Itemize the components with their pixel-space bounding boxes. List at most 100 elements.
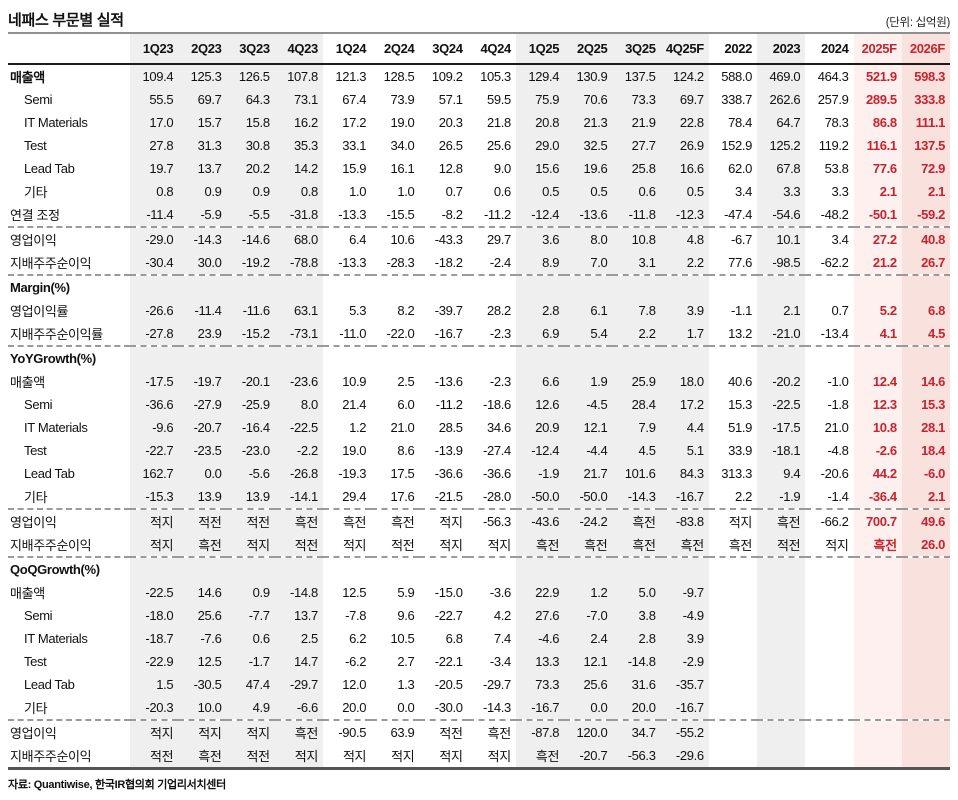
table-cell: 적지 [130, 508, 179, 533]
table-cell: -2.9 [660, 650, 709, 673]
table-cell [709, 581, 757, 604]
table-cell [901, 744, 950, 769]
table-cell: 흑전 [612, 508, 661, 533]
table-cell: -54.6 [757, 203, 806, 227]
table-cell: 17.2 [342, 115, 367, 130]
column-header: 3Q24 [419, 33, 468, 65]
table-cell: 15.3 [901, 393, 950, 416]
table-cell: 26.7 [901, 251, 950, 275]
table-row: 영업이익 적지 적전 적전 흑전 흑전 흑전 적지 -56.3 -43.6 -24.2 흑전 -83.8… [8, 508, 950, 533]
table-cell: 137.5 [901, 134, 950, 157]
table-cell [419, 345, 468, 370]
table-cell: 64.7 [757, 111, 806, 134]
table-cell: -12.3 [660, 203, 709, 227]
table-cell [853, 345, 902, 370]
table-cell: 128.5 [383, 69, 415, 84]
table-cell [515, 345, 565, 370]
title-bar: 네패스 부문별 실적 (단위: 십억원) [8, 6, 950, 30]
table-cell: 0.0 [178, 462, 227, 485]
table-cell: 적지 [130, 533, 179, 557]
row-label: 영업이익 [8, 508, 130, 533]
table-cell: 적지 [226, 719, 275, 744]
table-cell: -7.7 [226, 604, 275, 627]
table-cell: -9.6 [130, 416, 179, 439]
table-cell: 6.6 [515, 370, 565, 393]
table-cell: 25.6 [486, 138, 511, 153]
table-cell: 1.2 [349, 420, 367, 435]
table-cell: -6.7 [708, 226, 758, 251]
table-cell: 40.8 [901, 226, 950, 251]
table-cell: 73.3 [612, 88, 661, 111]
section-header-row: YoYGrowth(%) [8, 345, 950, 370]
table-cell: 130.9 [564, 64, 613, 88]
table-cell: 124.2 [660, 64, 709, 88]
table-cell: 162.7 [130, 462, 179, 485]
table-cell [757, 627, 806, 650]
table-cell: 10.9 [342, 374, 367, 389]
table-cell: 30.0 [178, 251, 227, 275]
table-cell: 21.0 [390, 420, 415, 435]
table-cell: 흑전 [274, 508, 323, 533]
table-row: IT Materials -9.6 -20.7 -16.4 -22.5 1.2 21.0 28… [8, 416, 950, 439]
table-cell [757, 744, 806, 769]
table-cell: -22.5 [757, 393, 806, 416]
table-cell: 적지 [439, 749, 463, 764]
table-cell: -18.1 [757, 439, 806, 462]
table-cell: -24.2 [564, 508, 613, 533]
table-cell: -8.2 [441, 207, 463, 222]
table-cell: 15.6 [515, 157, 565, 180]
table-cell: 53.8 [824, 161, 849, 176]
table-cell: -19.2 [226, 251, 275, 275]
table-cell: 63.9 [371, 719, 420, 744]
table-cell: -22.0 [386, 326, 415, 341]
table-row: Lead Tab 19.7 13.7 20.2 14.2 15.9 16.1 12.8 9.0 1… [8, 157, 950, 180]
table-cell: -17.5 [130, 370, 179, 393]
table-cell [467, 274, 516, 299]
column-header: 1Q23 [130, 33, 179, 65]
table-cell: -16.7 [660, 696, 709, 720]
column-header: 2026F [901, 33, 950, 65]
table-cell [709, 744, 757, 769]
section-header-row: QoQGrowth(%) [8, 556, 950, 581]
table-cell: 13.7 [274, 604, 323, 627]
table-cell [130, 274, 179, 299]
row-label: YoYGrowth(%) [8, 345, 130, 370]
table-cell: -22.1 [434, 654, 463, 669]
table-cell [612, 556, 661, 581]
table-cell: -15.3 [130, 485, 179, 509]
table-row: Lead Tab 162.7 0.0 -5.6 -26.8 -19.3 17.5 -36.6-… [8, 462, 950, 485]
table-cell: 2.1 [901, 485, 950, 509]
table-cell: -26.8 [274, 462, 323, 485]
table-cell: -19.7 [178, 370, 227, 393]
table-cell: 20.0 [612, 696, 661, 720]
table-cell: 16.2 [274, 111, 323, 134]
table-cell: 257.9 [817, 92, 849, 107]
table-cell: -28.3 [386, 255, 415, 270]
table-cell: 12.4 [853, 370, 902, 393]
table-cell: -15.2 [226, 322, 275, 346]
table-cell [757, 650, 806, 673]
table-cell: 64.3 [226, 88, 275, 111]
table-cell [612, 274, 661, 299]
table-cell: 3.3 [831, 184, 849, 199]
table-cell: -50.0 [564, 485, 613, 509]
table-cell: 152.9 [721, 138, 753, 153]
table-cell [805, 696, 853, 720]
row-label: IT Materials [24, 631, 88, 646]
table-cell: 34.0 [390, 138, 415, 153]
table-cell: 2.2 [612, 322, 661, 346]
table-cell: -20.7 [564, 744, 613, 769]
table-cell [709, 696, 757, 720]
table-cell: -4.6 [515, 627, 565, 650]
table-row: Semi 55.5 69.7 64.3 73.1 67.4 73.9 57.1 59.5 75.9… [8, 88, 950, 111]
table-cell: -6.0 [901, 462, 950, 485]
table-cell: -13.3 [338, 207, 367, 222]
table-cell: 0.0 [397, 700, 415, 715]
table-cell: 63.1 [274, 299, 323, 322]
table-cell [178, 274, 227, 299]
table-cell: 9.0 [493, 161, 511, 176]
table-cell: 흑전 [178, 744, 227, 769]
row-label: 지배주주순이익 [10, 538, 92, 553]
table-cell: -7.8 [345, 608, 367, 623]
table-cell [757, 274, 806, 299]
